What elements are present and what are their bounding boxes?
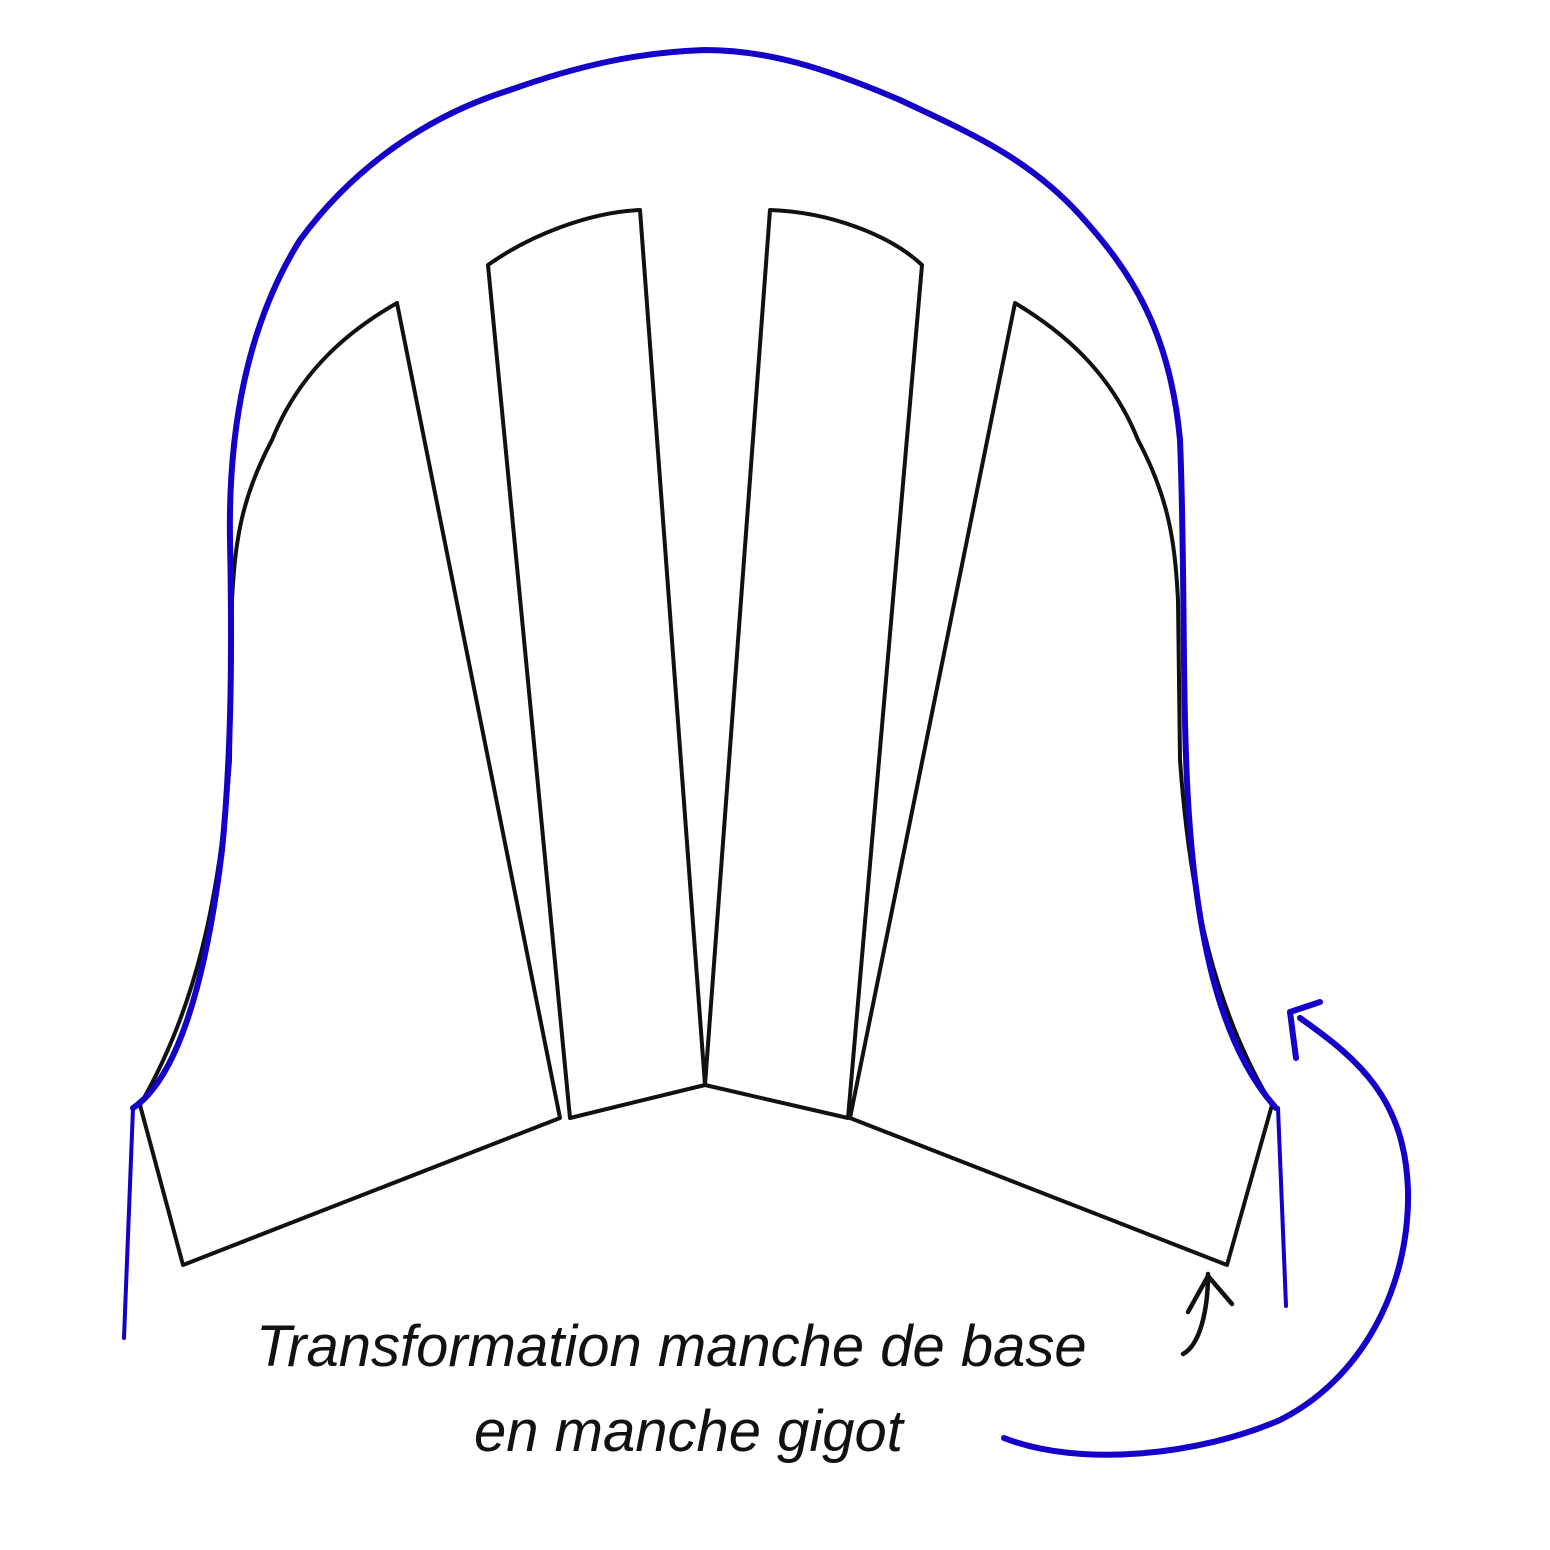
- gigot-left-hem-line: [122, 1106, 135, 1340]
- caption-line-2: en manche gigot: [474, 1399, 903, 1464]
- base-sleeve-pattern: [138, 208, 1274, 1267]
- gigot-sleeve-outline: [122, 47, 1288, 1340]
- left-inner-piece: [486, 208, 707, 1120]
- right-outer-piece: [848, 301, 1274, 1267]
- right-inner-piece: [703, 208, 924, 1120]
- gigot-cap-curve: [130, 47, 1279, 1111]
- caption-line-1: Transformation manche de base: [256, 1314, 1087, 1379]
- gigot-right-hem-line: [1276, 1106, 1288, 1308]
- curved-arrow-icon: [1001, 999, 1412, 1458]
- curved-arrow-up-icon: [1180, 1271, 1235, 1357]
- left-outer-piece: [138, 301, 562, 1267]
